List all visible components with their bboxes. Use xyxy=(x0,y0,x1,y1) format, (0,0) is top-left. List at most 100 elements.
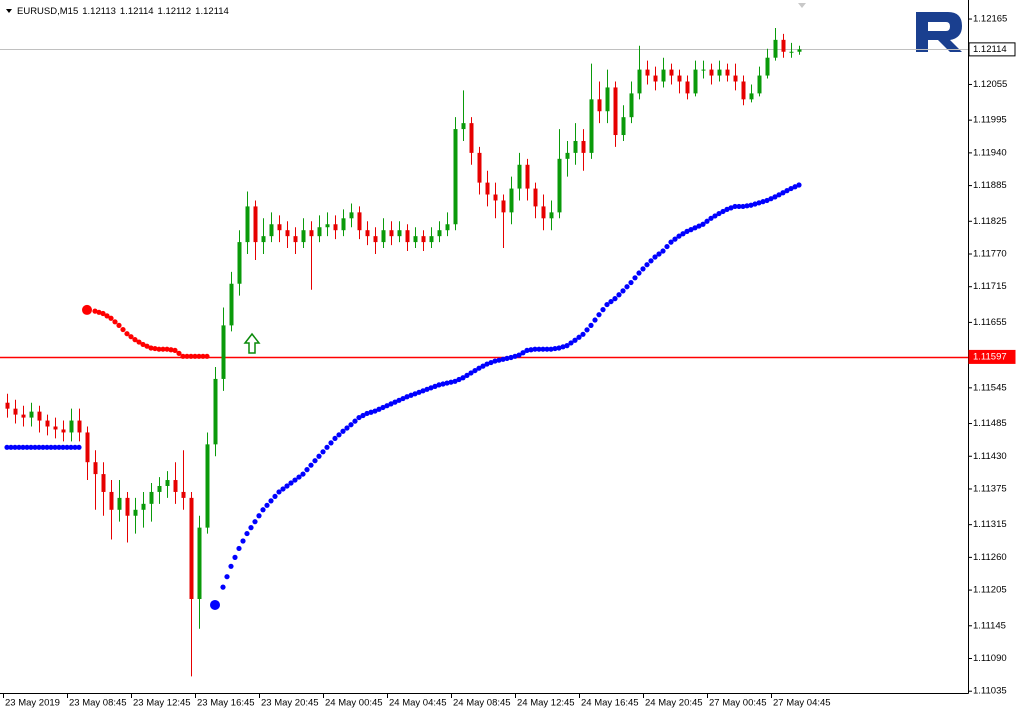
candle-body xyxy=(77,420,82,433)
candle-body xyxy=(261,236,266,243)
indicator-dot xyxy=(576,334,582,340)
indicator-dot xyxy=(236,545,242,552)
candle-body xyxy=(645,69,650,76)
indicator-dot xyxy=(612,296,618,302)
candle-body xyxy=(389,230,394,237)
indicator-dot xyxy=(308,462,314,468)
y-tick-label: 1.11715 xyxy=(973,281,1007,292)
x-tick-label: 24 May 20:45 xyxy=(645,698,703,709)
candle-body xyxy=(789,51,794,53)
indicator-dot xyxy=(392,399,398,405)
candle-body xyxy=(37,411,42,421)
indicator-dot xyxy=(4,444,10,450)
candle-body xyxy=(373,236,378,243)
candle-body xyxy=(341,218,346,231)
y-tick-label: 1.11035 xyxy=(973,686,1007,697)
candle-body xyxy=(317,227,322,237)
candle-body xyxy=(565,152,570,159)
indicator-dot xyxy=(44,444,50,450)
indicator-dot xyxy=(340,428,346,434)
indicator-dot xyxy=(776,192,782,198)
indicator-dot xyxy=(252,519,258,525)
y-tick-label: 1.11430 xyxy=(973,451,1007,462)
indicator-dot xyxy=(12,444,18,450)
indicator-dot xyxy=(532,346,538,352)
indicator-dot xyxy=(296,474,302,480)
indicator-dot xyxy=(692,225,698,231)
candle-body xyxy=(773,39,778,58)
indicator-dot xyxy=(344,425,350,431)
indicator-dot xyxy=(388,401,394,407)
price-label-box xyxy=(968,42,1016,57)
indicator-dot xyxy=(72,444,78,450)
candle-body xyxy=(365,230,370,237)
candle-body xyxy=(181,491,186,498)
indicator-dot xyxy=(196,353,202,359)
indicator-dot xyxy=(112,319,118,325)
candle-body xyxy=(533,188,538,207)
indicator-dot xyxy=(20,444,26,450)
y-tick-label: 1.11205 xyxy=(973,585,1007,596)
candle-body xyxy=(517,164,522,189)
indicator-dot xyxy=(92,308,98,314)
indicator-dot xyxy=(732,203,738,210)
indicator-dot xyxy=(400,395,406,402)
candle-body xyxy=(733,75,738,82)
indicator-dot xyxy=(288,480,294,486)
indicator-dot xyxy=(384,403,390,409)
candle-body xyxy=(357,212,362,231)
candle-body xyxy=(781,39,786,52)
indicator-dot xyxy=(132,337,138,343)
indicator-dot xyxy=(512,353,518,359)
indicator-dot xyxy=(552,345,558,352)
indicator-dot xyxy=(292,477,298,483)
candle-body xyxy=(245,206,250,243)
indicator-dot xyxy=(412,391,418,397)
y-tick-label: 1.12055 xyxy=(973,79,1007,90)
indicator-dot xyxy=(536,346,542,352)
candle-body xyxy=(173,480,178,492)
indicator-dot xyxy=(160,346,166,352)
indicator-dot xyxy=(520,350,526,356)
candle-body xyxy=(101,474,106,492)
candle-body xyxy=(325,224,330,228)
candle-body xyxy=(109,491,114,510)
candle-body xyxy=(141,503,146,510)
indicator-dot xyxy=(596,312,602,318)
indicator-dot xyxy=(156,346,162,352)
indicator-dot xyxy=(8,444,14,450)
indicator-dot xyxy=(688,227,694,233)
candle-body xyxy=(469,123,474,153)
candle-body xyxy=(701,69,706,71)
indicator-dot xyxy=(404,394,410,400)
indicator-dot xyxy=(36,444,42,450)
candle-body xyxy=(421,236,426,243)
y-tick-label: 1.11545 xyxy=(973,382,1007,393)
candle-body xyxy=(765,57,770,76)
indicator-dot xyxy=(684,228,690,234)
candle-body xyxy=(557,158,562,213)
indicator-dot xyxy=(572,337,578,343)
candle-body xyxy=(21,414,26,418)
candle-body xyxy=(61,429,66,433)
indicator-dot xyxy=(408,392,414,398)
indicator-dot xyxy=(432,383,438,389)
indicator-dot xyxy=(16,444,22,450)
indicator-dot xyxy=(624,284,630,290)
candle-body xyxy=(53,426,58,430)
indicator-dot xyxy=(376,406,382,412)
indicator-dot xyxy=(64,444,70,450)
indicator-dot xyxy=(300,471,306,477)
menu-triangle[interactable] xyxy=(6,9,12,13)
indicator-dot xyxy=(200,353,206,359)
indicator-dot xyxy=(124,331,130,337)
indicator-dot xyxy=(568,340,574,346)
indicator-dot xyxy=(632,275,638,281)
candle-body xyxy=(93,462,98,475)
indicator-dot xyxy=(48,444,54,450)
indicator-dot xyxy=(272,493,278,500)
indicator-dot xyxy=(708,215,714,221)
indicator-dot xyxy=(480,363,486,369)
indicator-dot xyxy=(600,307,606,313)
